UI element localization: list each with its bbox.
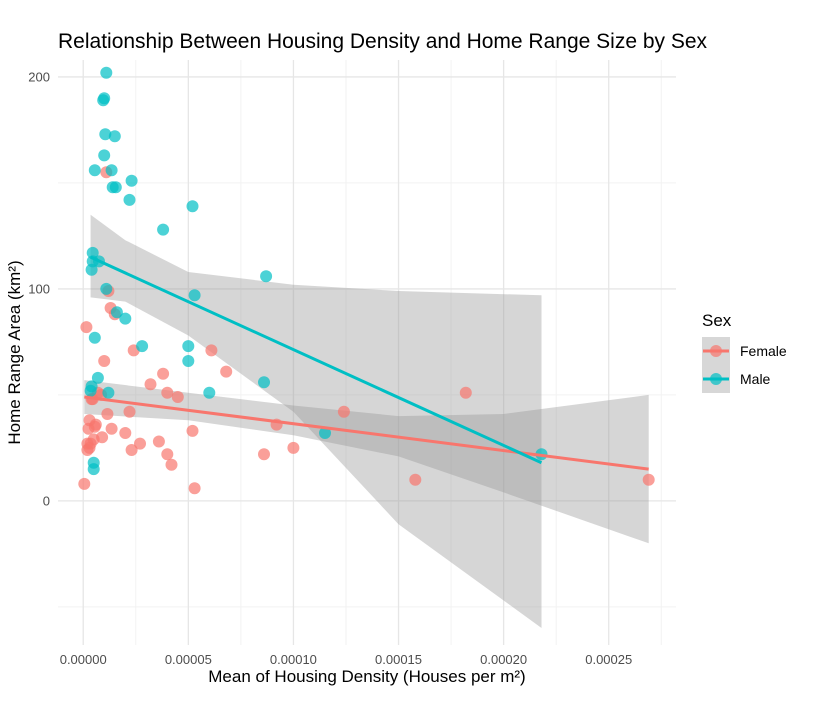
fit-line-male (89, 255, 543, 465)
data-point-female (205, 344, 218, 357)
data-point-female (101, 408, 114, 420)
data-point-male (99, 128, 112, 141)
data-point-male (88, 164, 101, 177)
data-point-male (109, 181, 122, 194)
data-point-male (100, 282, 113, 295)
legend-label-male: Male (740, 371, 771, 387)
data-points (78, 66, 655, 495)
data-point-female (186, 424, 199, 437)
y-tick-label: 0 (43, 493, 50, 508)
x-tick-labels: 0.00000 0.00005 0.00010 0.00015 0.00020 0.000… (60, 652, 633, 667)
data-point-male (260, 270, 273, 283)
data-point-male (91, 371, 104, 384)
data-point-female (119, 427, 132, 439)
legend-key-point (710, 345, 722, 357)
data-point-female (157, 367, 170, 380)
data-point-female (152, 435, 165, 448)
legend: Sex Female Male (702, 311, 787, 393)
y-axis-title: Home Range Area (km²) (5, 260, 24, 444)
data-point-female (78, 477, 91, 490)
confidence-bands (84, 214, 649, 628)
data-point-male (125, 174, 138, 187)
data-point-female (287, 441, 300, 454)
legend-title: Sex (702, 311, 732, 330)
data-point-female (642, 473, 655, 486)
data-point-male (186, 200, 199, 213)
legend-label-female: Female (740, 343, 787, 359)
data-point-male (258, 376, 270, 389)
x-tick-label: 0.00015 (375, 652, 422, 667)
data-point-female (337, 405, 350, 418)
fit-line-female (84, 395, 649, 471)
confidence-band-male (90, 214, 542, 628)
x-tick-label: 0.00005 (165, 652, 212, 667)
data-point-male (108, 130, 121, 143)
data-point-female (98, 355, 111, 367)
data-point-female (258, 448, 270, 461)
confidence-band-female (84, 380, 649, 544)
data-point-male (98, 92, 111, 105)
data-point-female (220, 365, 233, 378)
x-tick-label: 0.00010 (270, 652, 317, 667)
x-tick-label: 0.00020 (480, 652, 527, 667)
y-tick-label: 200 (28, 69, 50, 84)
data-point-male (123, 193, 136, 206)
x-tick-label: 0.00025 (585, 652, 632, 667)
data-point-female (80, 321, 93, 334)
data-point-male (105, 164, 118, 177)
data-point-female (165, 458, 178, 471)
data-point-male (203, 386, 216, 399)
data-point-female (96, 431, 109, 444)
data-point-male (136, 340, 149, 353)
data-point-female (161, 386, 174, 399)
data-point-female (171, 391, 184, 403)
data-point-male (87, 463, 100, 476)
data-point-male (182, 340, 195, 353)
legend-key-point (710, 373, 722, 385)
data-point-male (86, 246, 99, 259)
data-point-female (409, 473, 422, 486)
chart-title: Relationship Between Housing Density and… (58, 30, 708, 53)
data-point-male (119, 312, 132, 325)
data-point-male (85, 380, 98, 393)
data-point-male (98, 149, 111, 162)
y-tick-label: 100 (28, 281, 50, 296)
data-point-male (188, 289, 201, 302)
data-point-female (134, 437, 146, 450)
data-point-male (88, 331, 101, 344)
x-axis-title: Mean of Housing Density (Houses per m²) (208, 667, 525, 686)
y-tick-labels: 0 100 200 (28, 69, 50, 508)
data-point-female (105, 422, 118, 435)
data-point-female (123, 405, 136, 418)
data-point-male (157, 223, 170, 236)
data-point-female (89, 418, 102, 431)
data-point-female (161, 448, 174, 461)
data-point-male (182, 355, 195, 367)
data-point-female (188, 482, 201, 495)
data-point-male (102, 386, 115, 399)
data-point-female (459, 386, 472, 399)
grid-lines (58, 60, 676, 645)
data-point-female (144, 378, 157, 391)
data-point-male (100, 66, 113, 79)
x-tick-label: 0.00000 (60, 652, 107, 667)
fit-lines (84, 255, 649, 471)
data-point-male (110, 306, 123, 319)
data-point-male (319, 427, 331, 439)
data-point-female (125, 444, 138, 456)
